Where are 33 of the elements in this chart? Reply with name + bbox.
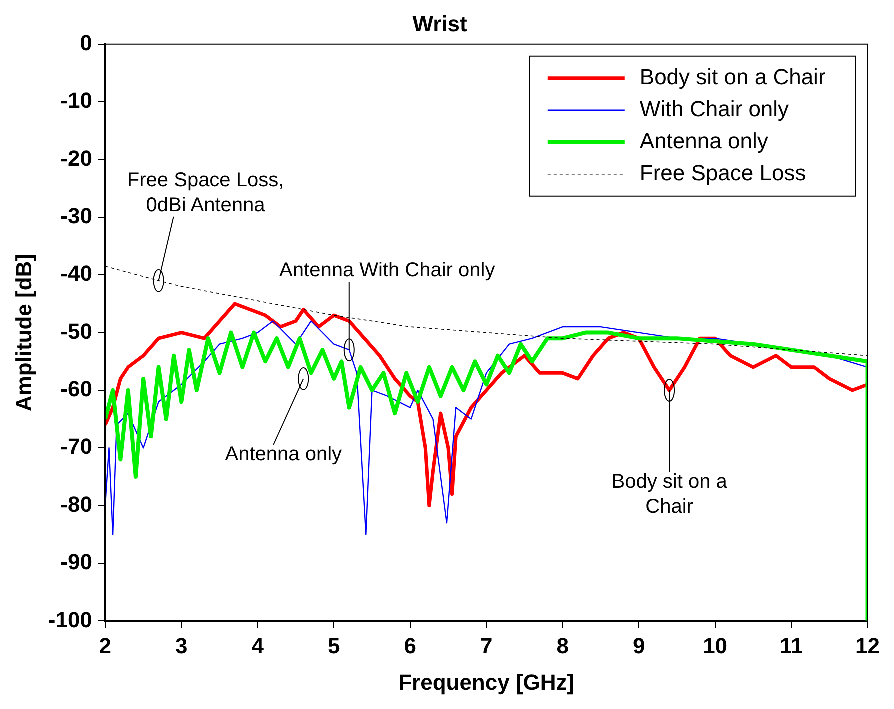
annotation: Antenna only <box>225 443 342 466</box>
annotation: Free Space Loss, 0dBi Antenna <box>127 169 284 216</box>
annotation: Antenna With Chair only <box>280 260 496 282</box>
x-tick-label: 6 <box>404 633 416 658</box>
y-tick-label: -40 <box>60 261 92 286</box>
chart-title: Wrist <box>412 11 468 36</box>
annotation: Body sit on a Chair <box>612 470 728 518</box>
legend-label: Body sit on a Chair <box>640 64 826 90</box>
legend-label: Free Space Loss <box>640 160 806 186</box>
x-axis-title: Frequency [GHz] <box>398 670 575 695</box>
y-tick-label: -100 <box>48 607 92 632</box>
y-tick-label: -90 <box>60 550 92 575</box>
y-tick-label: -30 <box>60 204 92 229</box>
x-tick-label: 10 <box>703 633 728 658</box>
legend-label: With Chair only <box>640 96 790 122</box>
x-tick-label: 4 <box>252 633 265 658</box>
x-tick-label: 12 <box>856 633 880 658</box>
y-tick-label: -10 <box>60 88 92 114</box>
y-tick-label: -20 <box>60 146 92 171</box>
y-tick-label: -80 <box>60 492 92 517</box>
x-tick-label: 5 <box>328 633 340 658</box>
y-tick-label: -50 <box>60 318 92 344</box>
x-tick-label: 7 <box>480 633 493 658</box>
x-tick-label: 3 <box>176 633 188 658</box>
x-tick-label: 11 <box>780 633 804 658</box>
y-tick-label: 0 <box>80 30 92 56</box>
y-tick-label: -70 <box>60 434 92 460</box>
x-tick-label: 2 <box>99 633 112 658</box>
y-tick-label: -60 <box>60 376 92 402</box>
x-tick-label: 8 <box>556 633 569 658</box>
legend-label: Antenna only <box>640 128 768 154</box>
x-tick-label: 9 <box>632 633 646 658</box>
y-axis-title: Amplitude [dB] <box>11 254 36 412</box>
